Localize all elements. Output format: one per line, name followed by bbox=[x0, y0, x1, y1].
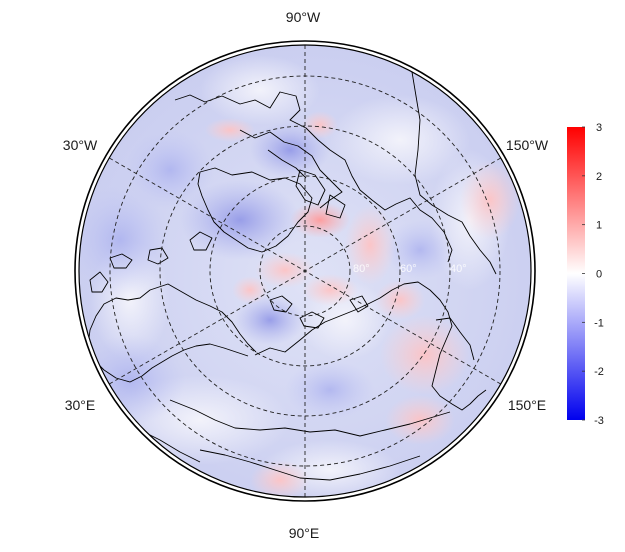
meridian-30e-150w bbox=[109, 157, 501, 385]
colorbar-tick-label: 3 bbox=[596, 122, 602, 134]
lon-label-90e: 90°E bbox=[289, 525, 320, 541]
colorbar-tick-label: -2 bbox=[594, 366, 604, 378]
colorbar-ramp bbox=[567, 127, 585, 420]
lat-label-80: 80° bbox=[353, 263, 370, 275]
lon-label-30w: 30°W bbox=[63, 137, 98, 153]
coastlines bbox=[87, 59, 497, 481]
greenland-coast bbox=[197, 167, 313, 253]
colorbar: 3 2 1 0 -1 -2 -3 bbox=[567, 122, 604, 427]
latitude-circle-80 bbox=[259, 225, 351, 317]
alaska-coast bbox=[409, 59, 497, 275]
lon-label-90w: 90°W bbox=[286, 9, 321, 25]
lon-label-150w: 150°W bbox=[506, 137, 549, 153]
lon-label-30e: 30°E bbox=[65, 397, 96, 413]
north-america-coast bbox=[174, 91, 453, 263]
lat-label-40: 40° bbox=[450, 263, 467, 275]
lat-label-60: 60° bbox=[400, 263, 417, 275]
anomaly-field bbox=[79, 45, 531, 497]
colorbar-tick-label: 1 bbox=[596, 220, 602, 232]
colorbar-tick-label: -1 bbox=[594, 317, 604, 329]
graticule bbox=[109, 45, 501, 497]
map-border-inner bbox=[78, 44, 532, 498]
colorbar-tick-label: -3 bbox=[594, 415, 604, 427]
colorbar-tick-label: 2 bbox=[596, 171, 602, 183]
lon-label-150e: 150°E bbox=[508, 397, 546, 413]
map-border-outer bbox=[74, 40, 536, 502]
colorbar-tick-label: 0 bbox=[596, 269, 602, 281]
latitude-circle-60 bbox=[209, 175, 401, 367]
